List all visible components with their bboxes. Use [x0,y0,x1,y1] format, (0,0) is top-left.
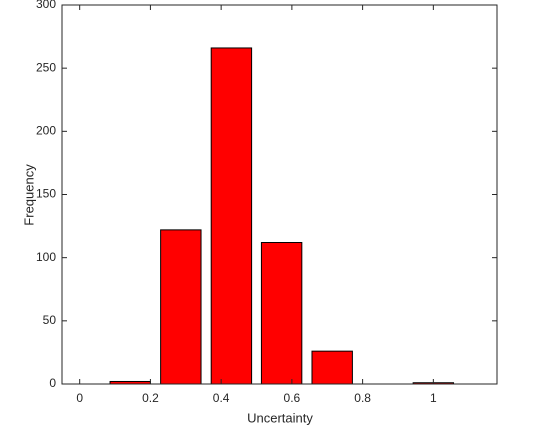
y-tick-label: 100 [36,250,56,264]
y-tick-label: 0 [49,376,56,390]
bar [160,229,202,385]
bar [260,242,303,385]
x-tick-label: 0.6 [284,391,301,405]
y-tick-label: 150 [36,187,56,201]
y-tick-label: 200 [36,124,56,138]
y-tick-label: 50 [43,313,57,327]
bar [311,350,353,385]
x-tick-label: 1 [430,391,437,405]
bar [210,47,253,385]
x-tick-label: 0.8 [354,391,371,405]
x-tick-label: 0 [76,391,83,405]
x-axis-label: Uncertainty [247,410,313,425]
x-tick-label: 0.4 [213,391,230,405]
y-tick-label: 300 [36,0,56,11]
x-tick-label: 0.2 [142,391,159,405]
y-tick-label: 250 [36,60,56,74]
y-axis-label: Frequency [21,164,36,226]
